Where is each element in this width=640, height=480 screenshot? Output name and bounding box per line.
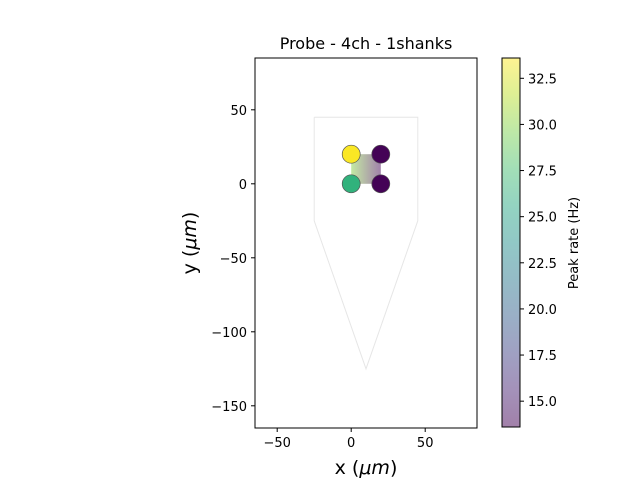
- y-axis: 50 0 −50 −100 −150: [211, 104, 255, 415]
- y-tick-label: 0: [239, 178, 247, 193]
- colorbar-ticks: 15.0 17.5 20.0 22.5 25.0 27.5 30.0 32.5: [520, 72, 557, 410]
- plot-area: [313, 116, 419, 371]
- x-axis: −50 0 50: [263, 428, 433, 451]
- channel-point: [371, 144, 391, 164]
- y-tick-label: −150: [211, 400, 247, 415]
- x-axis-label: x (μm): [335, 457, 398, 479]
- colorbar-tick-label: 20.0: [528, 303, 557, 318]
- colorbar-bar: [501, 57, 521, 428]
- channel-point: [341, 144, 361, 164]
- probe-contour: [313, 116, 419, 371]
- colorbar-tick-label: 30.0: [528, 118, 557, 133]
- axes-frame: [254, 57, 478, 429]
- y-axis-label: y (μm): [179, 212, 201, 275]
- colorbar-tick-label: 22.5: [528, 257, 557, 272]
- colorbar-tick-label: 17.5: [528, 349, 557, 364]
- colorbar-tick-label: 15.0: [528, 395, 557, 410]
- colorbar-tick-label: 32.5: [528, 72, 557, 87]
- x-tick-label: 0: [347, 436, 355, 451]
- colorbar: 15.0 17.5 20.0 22.5 25.0 27.5 30.0 32.5 Peak ra…: [501, 57, 582, 428]
- colorbar-tick-label: 27.5: [528, 165, 557, 180]
- chart-title: Probe - 4ch - 1shanks: [280, 34, 453, 53]
- x-tick-label: 50: [417, 436, 434, 451]
- y-tick-label: −50: [220, 252, 247, 267]
- channel-point: [341, 174, 361, 194]
- y-tick-label: 50: [230, 104, 247, 119]
- x-tick-label: −50: [263, 436, 290, 451]
- colorbar-tick-label: 25.0: [528, 211, 557, 226]
- channel-point: [371, 174, 391, 194]
- y-tick-label: −100: [211, 326, 247, 341]
- colorbar-label: Peak rate (Hz): [567, 197, 582, 289]
